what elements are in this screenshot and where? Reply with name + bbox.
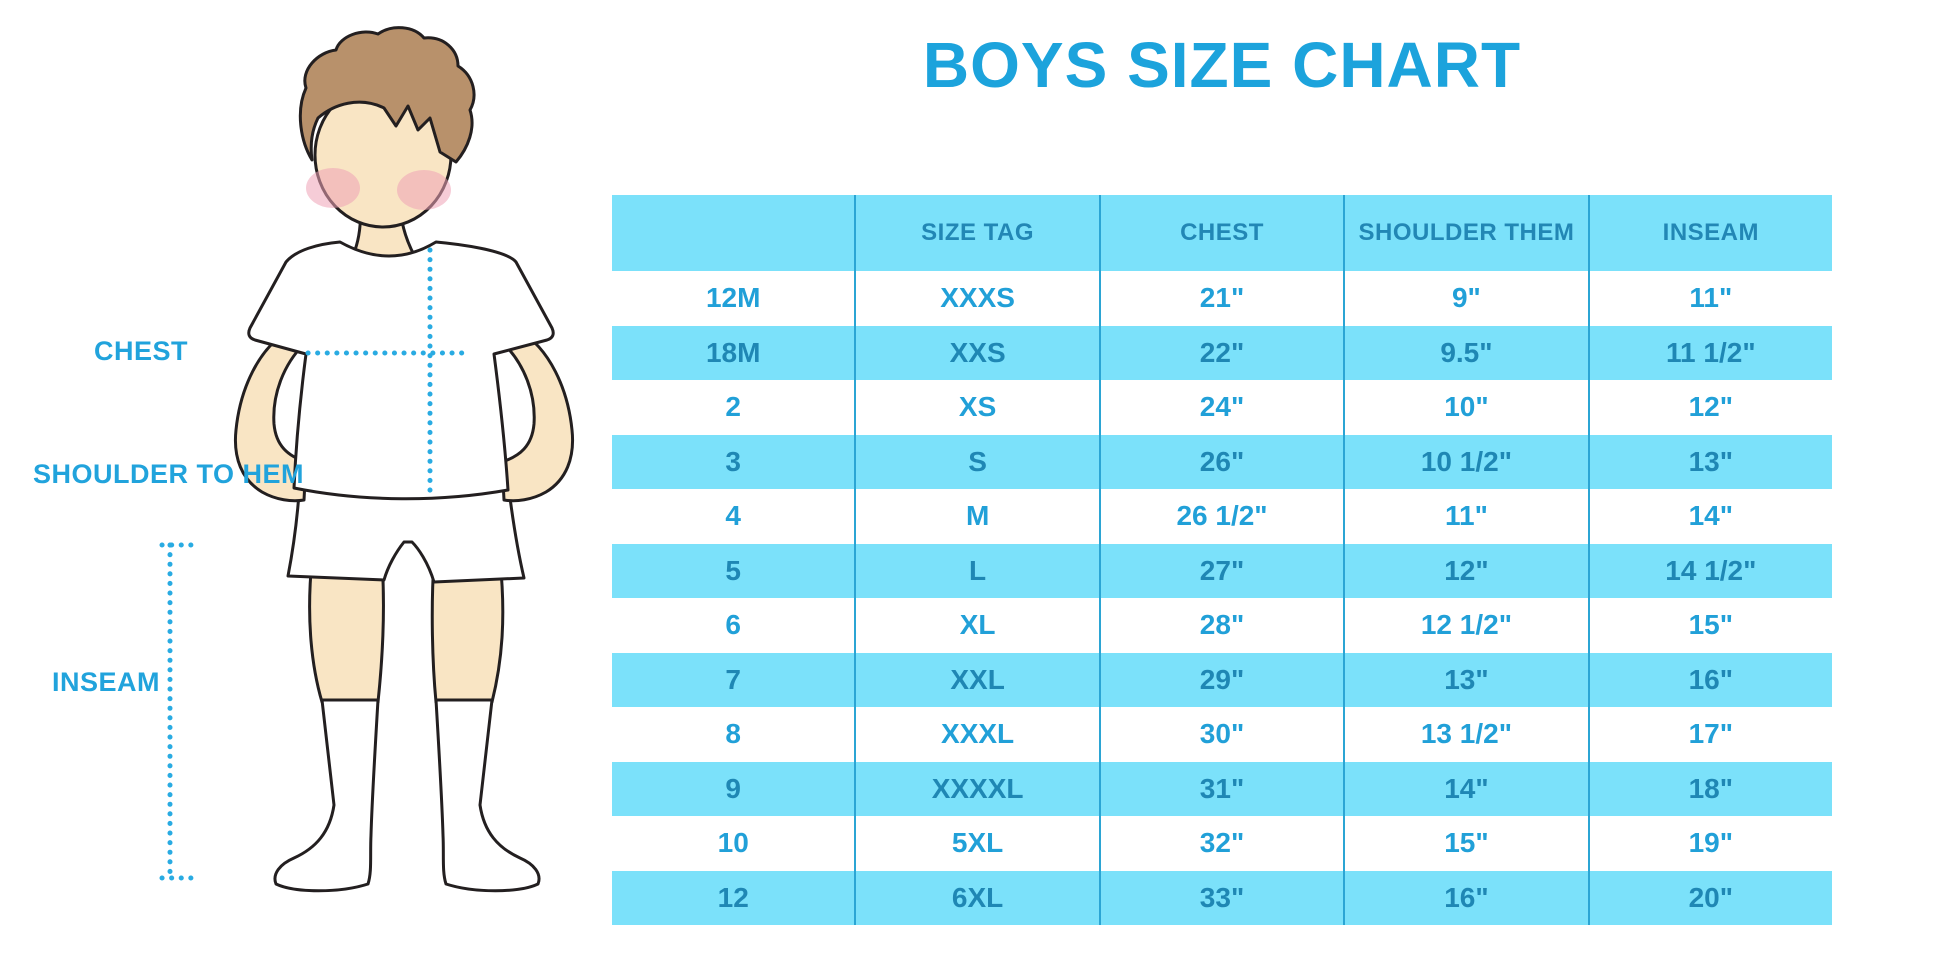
page-title: BOYS SIZE CHART — [922, 29, 1522, 101]
table-cell: 12" — [1587, 380, 1832, 435]
table-cell: 10 — [717, 827, 749, 859]
size-table: SIZE TAG CHEST SHOULDER THEM INSEAM 12M X… — [612, 195, 1832, 925]
table-cell: 11" — [1343, 489, 1587, 544]
table-cell: 18M — [705, 336, 761, 368]
table-cell: 5 — [725, 554, 741, 586]
table-cell: 6XL — [854, 870, 1098, 925]
table-cell: 18" — [1587, 761, 1832, 816]
table-cell: XXXL — [854, 707, 1098, 762]
table-cell: 32" — [1098, 816, 1343, 871]
table-cell: 3 — [725, 445, 741, 477]
table-row: 8 XXXL 30" 13 1/2" 17" — [612, 707, 1832, 762]
table-cell: 27" — [1098, 543, 1343, 598]
table-cell: 6 — [725, 609, 741, 641]
table-row: 12 6XL 33" 16" 20" — [612, 870, 1832, 925]
table-row: 18M XXS 22" 9.5" 11 1/2" — [612, 325, 1832, 380]
table-cell: 13" — [1587, 434, 1832, 489]
table-cell: 19" — [1587, 816, 1832, 871]
table-cell: 5XL — [854, 816, 1098, 871]
table-row: 3 S 26" 10 1/2" 13" — [612, 434, 1832, 489]
shoulder-to-hem-label: SHOULDER TO HEM — [33, 459, 305, 489]
table-row: 5 L 27" 12" 14 1/2" — [612, 543, 1832, 598]
table-cell: XXL — [854, 652, 1098, 707]
table-cell: 14" — [1587, 489, 1832, 544]
table-cell: 33" — [1098, 870, 1343, 925]
table-cell: XXXS — [854, 271, 1098, 326]
table-cell: 2 — [725, 391, 741, 423]
table-row: 4 M 26 1/2" 11" 14" — [612, 489, 1832, 544]
table-cell: XS — [854, 380, 1098, 435]
table-cell: 16" — [1587, 652, 1832, 707]
table-cell: 30" — [1098, 707, 1343, 762]
table-cell: 12 — [717, 881, 749, 913]
table-cell: 11 1/2" — [1587, 325, 1832, 380]
table-row: 7 XXL 29" 13" 16" — [612, 652, 1832, 707]
table-row: 9 XXXXL 31" 14" 18" — [612, 761, 1832, 816]
table-cell: S — [854, 434, 1098, 489]
table-row: 2 XS 24" 10" 12" — [612, 380, 1832, 435]
size-table-body: 12M XXXS 21" 9" 11" 18M XXS 22" 9.5" 11 1/2" 2 XS 24… — [612, 271, 1832, 925]
table-cell: 9.5" — [1343, 325, 1587, 380]
table-cell: 28" — [1098, 598, 1343, 653]
table-cell: 10 1/2" — [1343, 434, 1587, 489]
inseam-label: INSEAM — [52, 667, 161, 697]
table-cell: 26" — [1098, 434, 1343, 489]
table-header-cell: SHOULDER THEM — [1343, 195, 1587, 271]
table-header-row: SIZE TAG CHEST SHOULDER THEM INSEAM — [612, 195, 1832, 271]
table-cell: 17" — [1587, 707, 1832, 762]
table-cell: M — [854, 489, 1098, 544]
table-cell: 13" — [1343, 652, 1587, 707]
table-header-cell: SIZE TAG — [854, 195, 1098, 271]
table-cell: 15" — [1343, 816, 1587, 871]
table-cell: XXXXL — [854, 761, 1098, 816]
table-cell: 8 — [725, 718, 741, 750]
table-cell: 9" — [1343, 271, 1587, 326]
table-cell: 10" — [1343, 380, 1587, 435]
table-cell: 26 1/2" — [1098, 489, 1343, 544]
table-cell: 21" — [1098, 271, 1343, 326]
table-cell: XL — [854, 598, 1098, 653]
table-cell: 22" — [1098, 325, 1343, 380]
table-cell: 14 1/2" — [1587, 543, 1832, 598]
table-row: 12M XXXS 21" 9" 11" — [612, 271, 1832, 326]
boy-illustration — [159, 26, 575, 893]
table-cell: XXS — [854, 325, 1098, 380]
table-cell: 24" — [1098, 380, 1343, 435]
table-cell: L — [854, 543, 1098, 598]
table-cell: 11" — [1587, 271, 1832, 326]
table-cell: 9 — [725, 772, 741, 804]
table-cell: 7 — [725, 663, 741, 695]
table-cell: 12" — [1343, 543, 1587, 598]
table-cell: 12 1/2" — [1343, 598, 1587, 653]
table-cell: 4 — [725, 500, 741, 532]
table-header-cell: INSEAM — [1587, 195, 1832, 271]
table-cell: 20" — [1587, 870, 1832, 925]
chest-label: CHEST — [94, 336, 189, 366]
table-row: 10 5XL 32" 15" 19" — [612, 816, 1832, 871]
table-cell: 14" — [1343, 761, 1587, 816]
table-row: 6 XL 28" 12 1/2" 15" — [612, 598, 1832, 653]
table-cell: 15" — [1587, 598, 1832, 653]
table-header-cell — [612, 195, 854, 271]
table-cell: 29" — [1098, 652, 1343, 707]
table-cell: 16" — [1343, 870, 1587, 925]
table-header-cell: CHEST — [1098, 195, 1343, 271]
table-cell: 12M — [705, 282, 761, 314]
table-cell: 13 1/2" — [1343, 707, 1587, 762]
table-cell: 31" — [1098, 761, 1343, 816]
